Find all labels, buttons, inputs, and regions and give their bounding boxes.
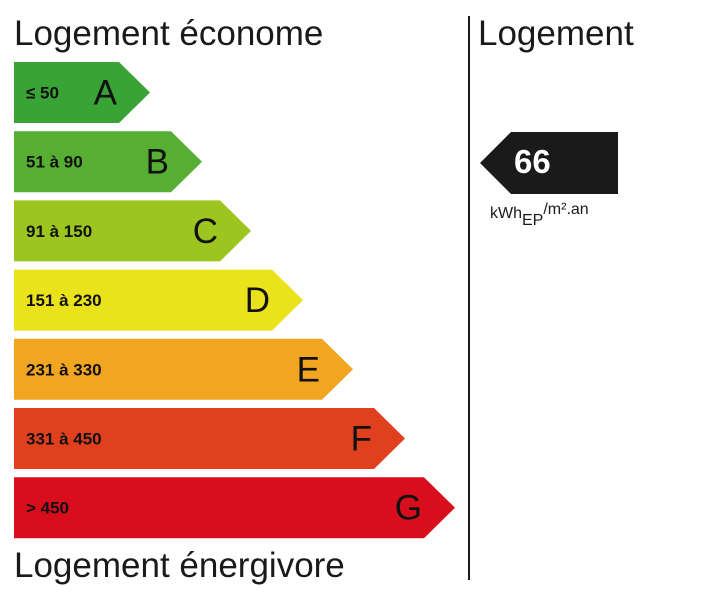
band-arrow (14, 477, 455, 539)
band-arrow (14, 408, 405, 469)
band-letter: G (395, 489, 422, 528)
band-range-label: > 450 (26, 499, 69, 518)
band-e: 231 à 330 E (14, 338, 353, 400)
column-divider (468, 16, 470, 580)
band-letter: A (94, 74, 118, 113)
band-range-label: 151 à 230 (26, 291, 102, 310)
band-range-label: 331 à 450 (26, 430, 102, 449)
band-arrow (14, 131, 202, 193)
band-arrow (14, 62, 150, 123)
band-letter: D (245, 281, 270, 320)
band-letter: C (193, 212, 218, 251)
band-letter: B (146, 143, 169, 182)
band-arrow (14, 200, 251, 262)
band-d: 151 à 230 D (14, 269, 303, 331)
band-arrow (14, 338, 353, 400)
band-c: 91 à 150 C (14, 200, 251, 262)
band-range-label: 51 à 90 (26, 153, 83, 172)
housing-heading: Logement (478, 14, 634, 53)
band-letter: F (351, 420, 372, 459)
unit-sub: EP (522, 212, 544, 229)
top-label-economical: Logement économe (14, 14, 324, 53)
value-indicator-arrow (480, 132, 618, 194)
band-arrow (14, 269, 303, 331)
band-g: > 450 G (14, 477, 455, 539)
band-a: ≤ 50 A (14, 62, 150, 123)
band-range-label: 91 à 150 (26, 222, 92, 241)
bottom-label-energy-intensive: Logement énergivore (14, 546, 345, 585)
band-b: 51 à 90 B (14, 131, 202, 193)
band-letter: E (297, 350, 320, 389)
unit-main: kWh (490, 205, 522, 222)
band-range-label: 231 à 330 (26, 360, 102, 379)
band-range-label: ≤ 50 (26, 84, 59, 103)
band-f: 331 à 450 F (14, 408, 405, 469)
unit-sup: /m².an (543, 201, 589, 218)
indicator-value: 66 (514, 143, 551, 180)
unit-label: kWhEP/m².an (490, 200, 589, 231)
